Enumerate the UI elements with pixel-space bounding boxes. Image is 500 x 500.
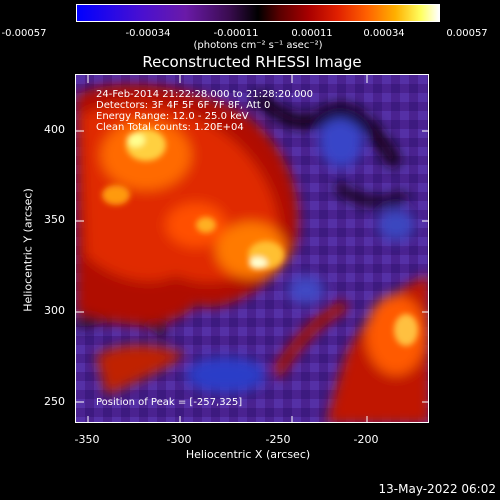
colorbar-tick: 0.00034 [363, 28, 405, 39]
x-tick-label: -350 [74, 433, 100, 446]
x-tick-label: -250 [265, 433, 291, 446]
annotation-detectors: Detectors: 3F 4F 5F 6F 7F 8F, Att 0 [96, 100, 271, 111]
image-canvas [76, 75, 428, 422]
x-tick-label: -200 [353, 433, 379, 446]
colorbar-tick: -0.00034 [125, 28, 171, 39]
annotation-clean: Clean Total counts: 1.20E+04 [96, 122, 244, 133]
y-tick-label: 250 [44, 395, 65, 408]
annotation-time: 24-Feb-2014 21:22:28.000 to 21:28:20.000 [96, 89, 314, 100]
annotation-energy: Energy Range: 12.0 - 25.0 keV [96, 111, 249, 122]
y-tick-label: 350 [44, 213, 65, 226]
rhessi-image: 24-Feb-2014 21:22:28.000 to 21:28:20.000… [75, 74, 429, 423]
plot-title: Reconstructed RHESSI Image [142, 53, 362, 71]
colorbar-units: (photons cm⁻² s⁻¹ asec⁻²) [193, 40, 323, 51]
colorbar [76, 4, 440, 22]
colorbar-tick: -0.00011 [213, 28, 259, 39]
x-tick-label: -300 [166, 433, 192, 446]
colorbar-tick: -0.00057 [1, 28, 47, 39]
y-tick-label: 400 [44, 123, 65, 136]
x-axis-label: Heliocentric X (arcsec) [185, 448, 311, 461]
date-stamp: 13-May-2022 06:02 [378, 482, 496, 496]
colorbar-tick: 0.00057 [446, 28, 488, 39]
y-tick-label: 300 [44, 304, 65, 317]
y-axis-label: Heliocentric Y (arcsec) [21, 188, 35, 312]
annotation-peak: Position of Peak = [-257,325] [96, 397, 243, 408]
colorbar-tick: 0.00011 [291, 28, 333, 39]
axis-ticks [76, 75, 428, 422]
